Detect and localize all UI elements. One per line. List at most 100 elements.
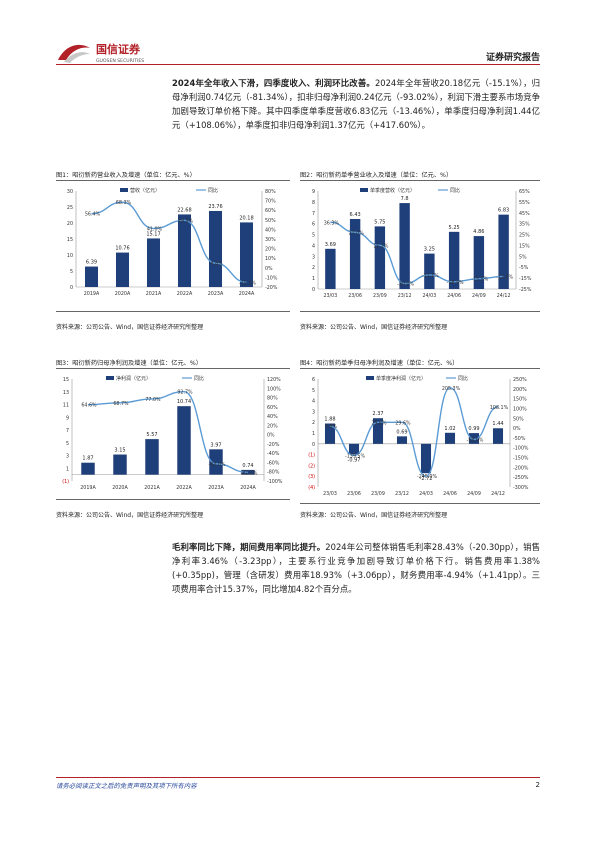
fig4-growth-line — [329, 387, 499, 477]
fig2-category-label: 23/06 — [348, 293, 362, 299]
fig3-category-label: 2021A — [144, 485, 160, 491]
fig1-right-tick-label: 50% — [265, 218, 276, 224]
fig2-right-tick-label: 45% — [519, 211, 530, 217]
report-type: 证券研究报告 — [485, 53, 540, 63]
fig2-bar — [349, 218, 361, 289]
fig3-left-tick-label: 15 — [63, 377, 69, 383]
fig4-bar — [468, 433, 480, 444]
fig4-right-tick-label: 100% — [513, 406, 527, 412]
fig1-bar — [146, 238, 161, 287]
fig4-chart: (4) (3) (2) (1) 0 1 2 3 4 5 6 -300% -250% -200% -150% -… — [308, 375, 529, 497]
fig4-right-tick-label: 0% — [513, 426, 521, 432]
fig2-category-label: 24/12 — [497, 293, 511, 299]
fig4-right-tick-label: 50% — [513, 416, 524, 422]
fig2-line-label: -20.0% — [397, 282, 414, 288]
fig1-left-tick-label: 0 — [70, 285, 73, 291]
fig4-bar — [324, 423, 336, 444]
fig2-line-label: 27.0% — [349, 230, 365, 236]
fig2-left-tick-label: 9 — [312, 189, 315, 195]
fig4-line-label: -58.0% — [467, 437, 484, 443]
page-number: 2 — [535, 781, 540, 789]
fig2-left-tick-label: 7 — [312, 211, 315, 217]
fig1-left-tick-label: 5 — [70, 269, 73, 275]
fig2-bar — [399, 203, 410, 289]
fig1-line-label: 41.0% — [147, 226, 163, 232]
fig2-line-label: 15.1% — [373, 243, 389, 249]
fig4-bar — [348, 443, 360, 455]
fig1-left-tick-label: 15 — [67, 237, 73, 243]
fig2-growth-line — [330, 221, 504, 285]
fig4-category-label: 23/09 — [371, 491, 385, 497]
fig3-right-tick-label: 20% — [267, 423, 278, 429]
fig2-rule — [300, 180, 540, 181]
fig3-legend-line-label: 同比 — [194, 375, 204, 382]
fig2-bar — [498, 214, 509, 289]
fig2-bar-label: 3.25 — [424, 247, 435, 253]
footer-rule — [56, 777, 540, 778]
fig4-left-tick-label: 4 — [312, 399, 315, 405]
fig4-category-label: 24/06 — [443, 491, 457, 497]
fig3-bar — [113, 454, 127, 475]
fig1-line-label: 4.8% — [210, 261, 223, 267]
fig2-bar-label: 6.83 — [498, 208, 509, 214]
fig2-bar-label: 4.86 — [473, 229, 484, 235]
fig1-right-tick-label: 0% — [265, 266, 273, 272]
fig1-right-tick-label: 10% — [265, 256, 276, 262]
fig4-legend-bar-label: 单季度净利润（亿元） — [376, 375, 426, 382]
fig4-source: 资料来源：公司公告、Wind，国信证券经济研究所整理 — [300, 512, 448, 519]
fig4-bar-label: 1.44 — [492, 421, 503, 427]
fig2-left-tick-label: 0 — [312, 287, 315, 293]
fig3-right-tick-label: -100% — [267, 479, 283, 485]
fig4-bar — [420, 443, 432, 474]
fig1-chart: 0 5 10 15 20 25 30 -20% -10% 0% 10% 20% 30% 40% 50% 60%… — [67, 187, 278, 297]
fig2-bar — [374, 226, 386, 289]
fig1-bar-label: 23.76 — [208, 204, 222, 210]
fig2-bar — [473, 236, 485, 289]
fig4-line-label: -139.5% — [345, 453, 365, 459]
fig2-bar-label: 5.75 — [374, 219, 385, 225]
fig3-bar-label: 0.74 — [242, 463, 253, 469]
fig1-line-label: 56.4% — [85, 212, 101, 218]
fig2-category-label: 23/03 — [323, 293, 337, 299]
fig2-rule-bottom — [300, 311, 540, 312]
fig1-legend-bar-label: 营收（亿元） — [130, 187, 160, 194]
fig3-bar-label: 1.87 — [82, 456, 93, 462]
fig1-bar — [115, 252, 130, 287]
fig4-left-tick-label: (1) — [308, 453, 315, 459]
fig3-line-label: 64.6% — [81, 403, 97, 409]
brand-cn: 国信证券 — [96, 42, 141, 56]
fig2-left-tick-label: 6 — [312, 222, 315, 228]
fig3-right-tick-label: 100% — [267, 386, 281, 392]
fig3-right-tick-label: 0% — [267, 433, 275, 439]
fig2-right-tick-label: -25% — [519, 287, 532, 293]
fig3-left-tick-label: 7 — [66, 428, 69, 434]
fig3-chart: (1)13579111315-100%-80%-60%-40%-20%0%20%… — [62, 375, 283, 491]
fig4-line-label: 29.6% — [395, 420, 411, 426]
fig3-growth-line — [87, 390, 249, 474]
fig4-bar — [396, 436, 408, 444]
footer-disclaimer: 请务必阅读正文之后的免责声明及其项下所有内容 — [56, 782, 197, 790]
fig1-right-tick-label: 60% — [265, 208, 276, 214]
fig1-category-label: 2022A — [177, 291, 193, 297]
fig4-left-tick-label: (4) — [308, 485, 315, 491]
fig2-left-tick-label: 2 — [312, 265, 315, 271]
fig4-bar-label: 1.02 — [444, 426, 455, 432]
fig1-right-tick-label: 40% — [265, 227, 276, 233]
para1-text: 2024年全年营收20.18亿元（-15.1%），归母净利润0.74亿元（-81… — [172, 78, 540, 130]
fig4-bar-label: -0.97 — [348, 457, 361, 463]
fig3-rule — [56, 368, 290, 369]
fig4-bar-label: 2.37 — [372, 411, 383, 417]
fig2-legend-bar-label: 单季度营收（亿元） — [370, 187, 415, 194]
fig4-bar — [372, 418, 384, 444]
fig4-rule — [300, 368, 540, 369]
fig2-line-label: -13.5% — [496, 274, 513, 280]
fig2-legend-line-label: 同比 — [450, 187, 460, 194]
fig2-bar-label: 6.43 — [350, 212, 361, 218]
fig4-left-tick-label: 1 — [312, 431, 315, 437]
fig1-growth-line — [91, 201, 247, 283]
fig3-bar-label: 5.57 — [146, 432, 157, 438]
fig3-right-tick-label: 40% — [267, 414, 278, 420]
fig1-right-tick-label: 70% — [265, 199, 276, 205]
paragraph-revenue: 2024年全年收入下滑，四季度收入、利润环比改善。2024年全年营收20.18亿… — [172, 76, 540, 132]
fig1-left-tick-label: 20 — [67, 221, 73, 227]
